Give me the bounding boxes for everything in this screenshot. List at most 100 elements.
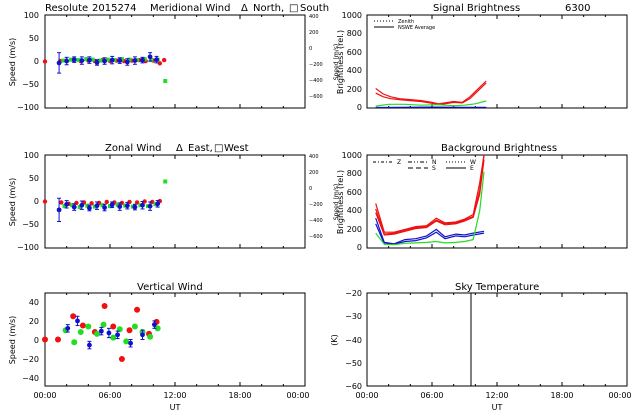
series-east-point [59,200,64,205]
series-zenith-point [64,58,70,64]
xtick: 18:00 [228,391,251,400]
ytick: −30 [345,312,362,321]
series-zenith-point [132,204,138,210]
series-blue-point [128,340,133,346]
ytick: 1000 [342,11,362,20]
vertical-yticks: 40 20 0 −20 −40 [22,298,39,383]
xtick: 00:00 [33,391,56,400]
series-green-point [77,329,84,336]
legend-n-label: N [432,159,437,166]
xtick: 00:00 [355,391,378,400]
series-west-point [100,203,105,208]
square-symbol: □ [214,143,223,154]
series-east-point [150,199,155,205]
ytick-right: 400 [309,154,319,160]
background-ylabel: Brightness (rel.) [336,170,345,234]
zonal-wind-panel: Zonal Wind Δ East, □ West Speed (m/s) Sp… [8,143,340,252]
meridional-yticks: 100 50 0 −50 −100 [17,11,39,112]
series-green-point [100,321,107,328]
ytick: 200 [347,85,362,94]
series-zenith-point [132,58,138,63]
ytick-right: 0 [309,46,312,52]
ytick: −60 [345,382,362,391]
series-red-point [55,336,61,343]
zonal-yticks-right: 400 200 0 −200 −400 −600 [309,154,323,240]
background-legend: Z N S W E [373,159,476,172]
series-z-line [375,154,485,233]
series-green-line [375,171,485,246]
series-south-point [76,58,81,63]
series-zenith-line [375,80,487,105]
sky-yticks: −20 −30 −40 −50 −60 [345,289,362,391]
xtick: 18:00 [550,391,573,400]
series-green-point [94,330,100,337]
xtick: 00:00 [608,391,631,400]
ytick-right: 200 [309,170,319,176]
series-green-line [375,100,487,107]
series-south-point [69,57,73,62]
series-green-point [123,338,130,345]
legend-west-label: West [224,143,249,154]
series-north-point [161,57,167,63]
legend-nswe-label: NSWE Average [398,25,435,31]
ytick: 400 [347,66,362,75]
meridional-ylabel-right: Speed (m/s) [333,44,340,80]
series-zenith-point [79,202,85,208]
ytick: −50 [345,359,362,368]
series-red-point [42,336,48,343]
square-symbol: □ [289,3,298,14]
legend-s-label: S [432,165,436,172]
series-red-point [101,303,108,310]
series-green-point [147,333,154,340]
series-zenith-point [102,205,107,210]
background-plot-frame [366,154,628,249]
series-east-point [89,201,94,206]
series-zenith-point [71,57,77,63]
series-zenith-point [94,60,100,65]
ytick: −40 [345,336,362,345]
ytick-right: 400 [309,14,319,20]
series-green-point [71,339,78,346]
ytick: −50 [22,80,39,89]
meridional-title: Meridional Wind [150,3,230,14]
meridional-marks [42,15,306,108]
ytick-right: −200 [309,62,323,68]
series-south-point [98,58,103,63]
series-zenith-point [64,201,70,207]
zonal-yticks: 100 50 0 −50 −100 [17,151,39,252]
sky-xticks: 00:00 06:00 12:00 18:00 00:00 [355,391,631,400]
series-zenith-point [56,60,62,66]
series-south-point [163,79,168,84]
xtick: 06:00 [98,391,121,400]
series-west-point [70,203,75,208]
ytick: 600 [347,48,362,57]
vertical-marks [42,293,306,386]
sky-title: Sky Temperature [455,282,539,293]
legend-e-label: E [470,165,474,172]
ytick: 0 [34,197,39,206]
background-marks [366,154,628,248]
wavelength-label: 6300 [565,3,590,14]
ytick: 400 [347,206,362,215]
sky-plot-frame [366,292,628,387]
ytick: 50 [29,174,39,183]
series-nswe-average-line [375,82,487,106]
background-yticks: 1000 800 600 400 200 0 [342,151,362,252]
xtick: 12:00 [485,391,508,400]
ytick: 800 [347,169,362,178]
xtick: 06:00 [420,391,443,400]
ytick: 100 [24,11,39,20]
ytick-right: −400 [309,78,323,84]
series-blue-point [65,325,71,331]
series-red-point [110,323,117,330]
series-north-point [157,61,163,66]
ytick: −50 [22,220,39,229]
ytick: −100 [17,243,39,252]
sky-temperature-panel: Sky Temperature (K) −20 −30 −40 −50 −60 … [330,282,632,412]
series-zenith-point [87,57,92,63]
series-east-point [142,199,147,204]
ytick: 200 [347,225,362,234]
series-west-point [77,205,82,210]
series-blue-point [75,318,80,324]
